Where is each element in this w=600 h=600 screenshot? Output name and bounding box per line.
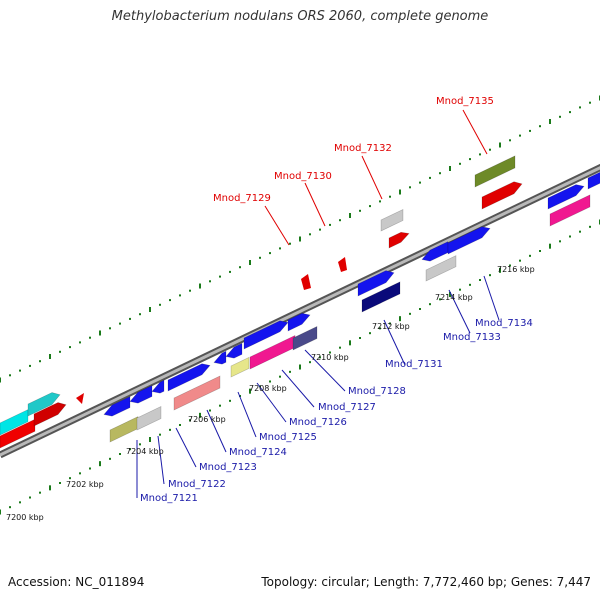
gene-arrow [151,379,165,394]
gene-label[interactable]: Mnod_7129 [213,193,271,204]
gene-arrow [27,392,61,417]
gene-arrow [129,385,153,404]
leader-line [383,319,406,366]
gene-arrow [425,255,457,282]
tick-marks [0,95,600,515]
gene-arrow [301,274,311,290]
scale-label: 7210 kbp [311,353,349,362]
leader-line [237,391,257,438]
gene-label[interactable]: Mnod_7126 [289,417,347,428]
gene-label[interactable]: Mnod_7135 [436,96,494,107]
gene-label[interactable]: Mnod_7130 [274,171,332,182]
gene-arrow [292,326,318,351]
leader-line [206,409,227,453]
gene-arrow [136,406,162,431]
scale-labels: 7200 kbp 7202 kbp 7204 kbp 7206 kbp 7208… [6,265,535,522]
gene-label[interactable]: Mnod_7123 [199,462,257,473]
gene-arrow [361,281,401,313]
accession-text: Accession: NC_011894 [8,575,145,589]
leader-line [304,349,346,392]
leader-line [256,382,287,423]
gene-label[interactable]: Mnod_7131 [385,359,443,370]
scale-label: 7200 kbp [6,513,44,522]
gene-label[interactable]: Mnod_7124 [229,447,287,458]
gene-arrow [76,393,84,404]
gene-arrow [167,363,211,392]
gene-arrow [549,194,591,227]
gene-arrow [213,350,227,365]
gene-arrow [357,270,395,297]
gene-label[interactable]: Mnod_7128 [348,386,406,397]
scale-label: 7216 kbp [497,265,535,274]
gene-arrow [287,312,311,332]
gene-label[interactable]: Mnod_7134 [475,318,533,329]
leader-line [264,205,290,246]
leader-line [462,109,488,155]
gene-label[interactable]: Mnod_7122 [168,479,226,490]
genome-summary-text: Topology: circular; Length: 7,772,460 bp… [261,575,591,589]
gene-label[interactable]: Mnod_7132 [334,143,392,154]
scale-label: 7204 kbp [126,447,164,456]
scale-label: 7214 kbp [435,293,473,302]
scale-label: 7202 kbp [66,480,104,489]
gene-arrow [474,155,516,188]
gene-label[interactable]: Mnod_7127 [318,402,376,413]
gene-arrow [380,209,404,232]
scale-label: 7206 kbp [188,415,226,424]
gene-arrow [0,409,29,436]
leader-line [304,182,326,227]
genome-backbone-highlight [0,166,600,457]
gene-arrow [103,396,131,417]
gene-arrow [225,342,243,359]
gene-arrow [547,184,585,210]
leader-line [483,275,500,321]
leader-line [361,155,383,200]
leader-line [448,289,471,334]
gene-arrow [173,375,221,411]
gene-label[interactable]: Mnod_7121 [140,493,198,504]
gene-arrow [338,257,347,272]
map-title: Methylobacterium nodulans ORS 2060, comp… [111,9,489,24]
leader-line [157,435,165,485]
gene-arrow [33,402,67,427]
leader-line [281,369,315,408]
gene-label[interactable]: Mnod_7125 [259,432,317,443]
leader-line [175,427,197,468]
gene-arrow [421,241,449,262]
genes [0,155,600,449]
scale-label: 7212 kbp [372,322,410,331]
gene-arrow [447,226,491,255]
gene-arrow [0,418,36,449]
gene-arrow [587,171,600,190]
gene-arrow [388,231,410,249]
gene-label[interactable]: Mnod_7133 [443,332,501,343]
label-leaders [136,109,500,498]
gene-arrow [109,416,139,443]
gene-arrow [243,320,289,350]
scale-label: 7208 kbp [249,384,287,393]
gene-arrow [230,356,250,378]
gene-arrow [481,181,523,210]
